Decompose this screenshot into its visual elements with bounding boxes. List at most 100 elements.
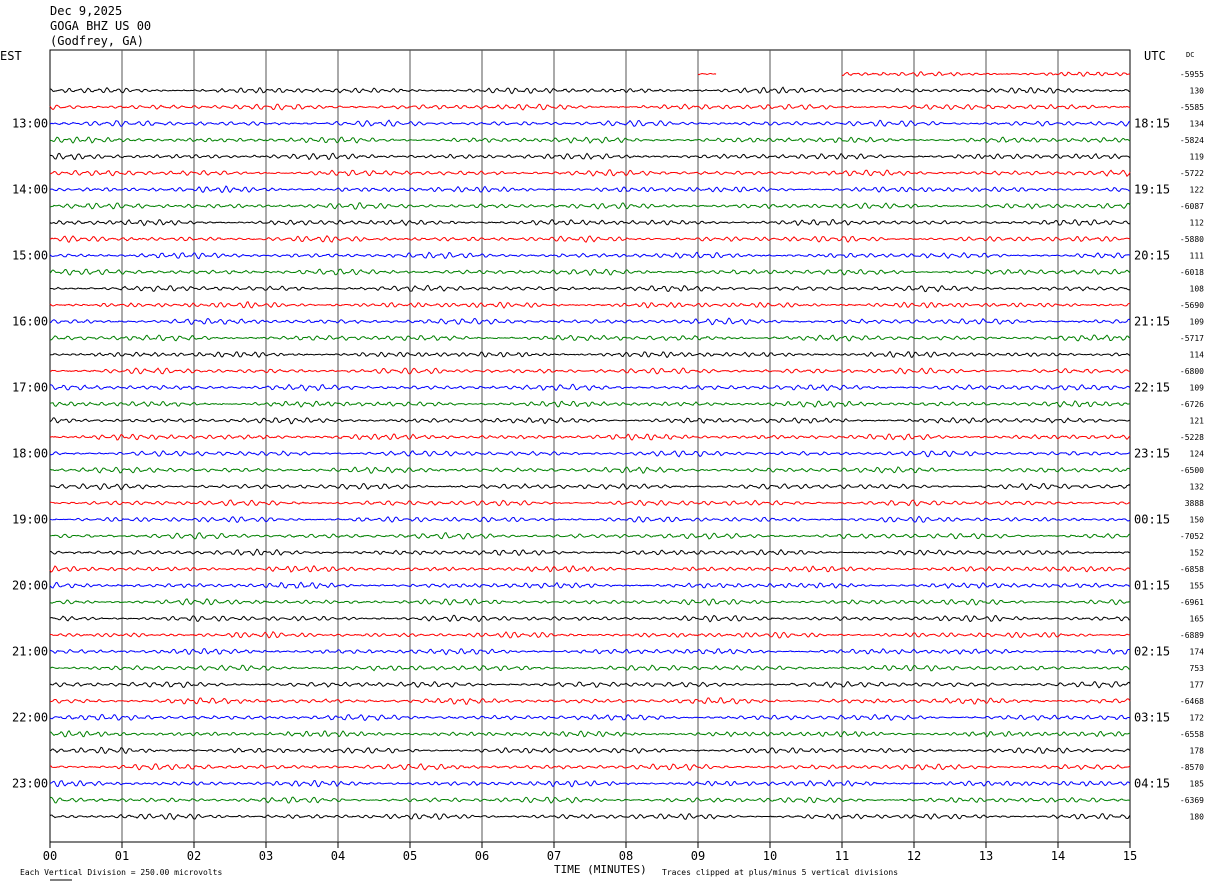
dc-offset-value: -5955 bbox=[1180, 70, 1204, 79]
x-tick-label: 11 bbox=[835, 849, 849, 863]
est-hour-label: 16:00 bbox=[12, 315, 48, 329]
station-location: (Godfrey, GA) bbox=[50, 34, 144, 48]
utc-hour-labels: 18:15 19:15 20:15 21:15 22:15 23:15 00:15 01:15… bbox=[1134, 117, 1170, 791]
trace-line bbox=[49, 598, 1131, 606]
trace-line bbox=[49, 681, 1131, 689]
x-tick-label: 02 bbox=[187, 849, 201, 863]
x-axis-label: TIME (MINUTES) bbox=[554, 863, 647, 876]
est-hour-label: 23:00 bbox=[12, 777, 48, 791]
trace-line bbox=[49, 152, 1131, 161]
trace-line bbox=[49, 317, 1131, 326]
trace-line bbox=[49, 713, 1131, 722]
trace-line bbox=[49, 235, 1131, 243]
utc-hour-label: 01:15 bbox=[1134, 579, 1170, 593]
dc-offset-value: 177 bbox=[1190, 681, 1205, 690]
dc-offset-value: 114 bbox=[1190, 351, 1205, 360]
dc-offset-value: -5824 bbox=[1180, 136, 1204, 145]
trace-line bbox=[49, 796, 1131, 804]
trace-line bbox=[49, 746, 1131, 755]
dc-offset-value: -5228 bbox=[1180, 433, 1204, 442]
x-tick-label: 15 bbox=[1123, 849, 1137, 863]
utc-hour-label: 23:15 bbox=[1134, 447, 1170, 461]
dc-offset-value: 122 bbox=[1190, 186, 1205, 195]
trace-line bbox=[49, 812, 1131, 821]
dc-offset-value: -6858 bbox=[1180, 565, 1204, 574]
est-hour-label: 22:00 bbox=[12, 711, 48, 725]
dc-offset-value: 130 bbox=[1190, 87, 1205, 96]
station-code: GOGA BHZ US 00 bbox=[50, 19, 152, 33]
dc-offset-value: -6369 bbox=[1180, 796, 1204, 805]
vertical-gridlines bbox=[121, 50, 1059, 842]
seismic-traces bbox=[49, 71, 1131, 821]
dc-offset-value: 134 bbox=[1190, 120, 1205, 129]
trace-line bbox=[49, 383, 1131, 392]
plot-date: Dec 9,2025 bbox=[50, 4, 123, 18]
trace-line bbox=[49, 86, 1131, 95]
dc-offset-value: 132 bbox=[1190, 483, 1205, 492]
x-tick-label: 09 bbox=[691, 849, 705, 863]
trace-line bbox=[49, 614, 1131, 623]
dc-offset-value: -6500 bbox=[1180, 466, 1204, 475]
dc-offset-value: -5690 bbox=[1180, 301, 1204, 310]
trace-line bbox=[49, 630, 1131, 639]
est-hour-label: 14:00 bbox=[12, 183, 48, 197]
trace-line bbox=[49, 664, 1131, 672]
trace-line bbox=[49, 367, 1131, 375]
dc-offset-value: 180 bbox=[1190, 813, 1205, 822]
dc-offset-value: 124 bbox=[1190, 450, 1205, 459]
dc-offset-value: -6800 bbox=[1180, 367, 1204, 376]
plot-frame bbox=[49, 49, 1131, 843]
trace-line bbox=[49, 466, 1131, 474]
x-tick-label: 10 bbox=[763, 849, 777, 863]
x-tick-label: 07 bbox=[547, 849, 561, 863]
dc-offset-value: 155 bbox=[1190, 582, 1205, 591]
dc-offset-value: 174 bbox=[1190, 648, 1205, 657]
dc-offset-value: -6889 bbox=[1180, 631, 1204, 640]
dc-offset-value: -7052 bbox=[1180, 532, 1204, 541]
est-hour-label: 13:00 bbox=[12, 117, 48, 131]
dc-offset-value: -6018 bbox=[1180, 268, 1204, 277]
x-tick-label: 14 bbox=[1051, 849, 1065, 863]
trace-line bbox=[49, 482, 1131, 491]
trace-line bbox=[49, 251, 1131, 260]
dc-offset-value: -5717 bbox=[1180, 334, 1204, 343]
trace-line bbox=[49, 136, 1131, 144]
dc-offset-value: -6087 bbox=[1180, 202, 1204, 211]
dc-offset-value: 753 bbox=[1190, 664, 1205, 673]
dc-offset-value: -8570 bbox=[1180, 763, 1204, 772]
est-hour-label: 17:00 bbox=[12, 381, 48, 395]
trace-line bbox=[49, 350, 1131, 359]
trace-line bbox=[49, 433, 1131, 441]
trace-line bbox=[49, 400, 1131, 408]
x-tick-label: 03 bbox=[259, 849, 273, 863]
est-hour-label: 20:00 bbox=[12, 579, 48, 593]
x-tick-label: 06 bbox=[475, 849, 489, 863]
dc-offset-value: 108 bbox=[1190, 285, 1205, 294]
trace-line bbox=[49, 532, 1131, 540]
est-hour-label: 19:00 bbox=[12, 513, 48, 527]
trace-line bbox=[49, 103, 1131, 111]
dc-offset-value: 185 bbox=[1190, 780, 1205, 789]
trace-line bbox=[49, 450, 1131, 458]
dc-offset-value: 172 bbox=[1190, 714, 1205, 723]
trace-line bbox=[49, 499, 1131, 507]
dc-offset-value: 111 bbox=[1190, 252, 1205, 261]
trace-line bbox=[49, 515, 1131, 523]
trace-line bbox=[49, 169, 1131, 178]
x-tick-label: 05 bbox=[403, 849, 417, 863]
trace-line bbox=[49, 548, 1131, 557]
x-tick-label: 13 bbox=[979, 849, 993, 863]
dc-offset-value: 178 bbox=[1190, 747, 1205, 756]
dc-offset-value: 150 bbox=[1190, 516, 1205, 525]
dc-offset-value: -6558 bbox=[1180, 730, 1204, 739]
utc-zone-label: UTC bbox=[1144, 49, 1166, 63]
trace-line bbox=[697, 73, 717, 76]
utc-hour-label: 02:15 bbox=[1134, 645, 1170, 659]
trace-line bbox=[49, 564, 1131, 573]
trace-line bbox=[49, 284, 1131, 293]
clip-note: Traces clipped at plus/minus 5 vertical … bbox=[662, 868, 898, 877]
trace-line bbox=[49, 763, 1131, 771]
trace-line bbox=[49, 730, 1131, 738]
est-hour-label: 18:00 bbox=[12, 447, 48, 461]
utc-hour-label: 00:15 bbox=[1134, 513, 1170, 527]
